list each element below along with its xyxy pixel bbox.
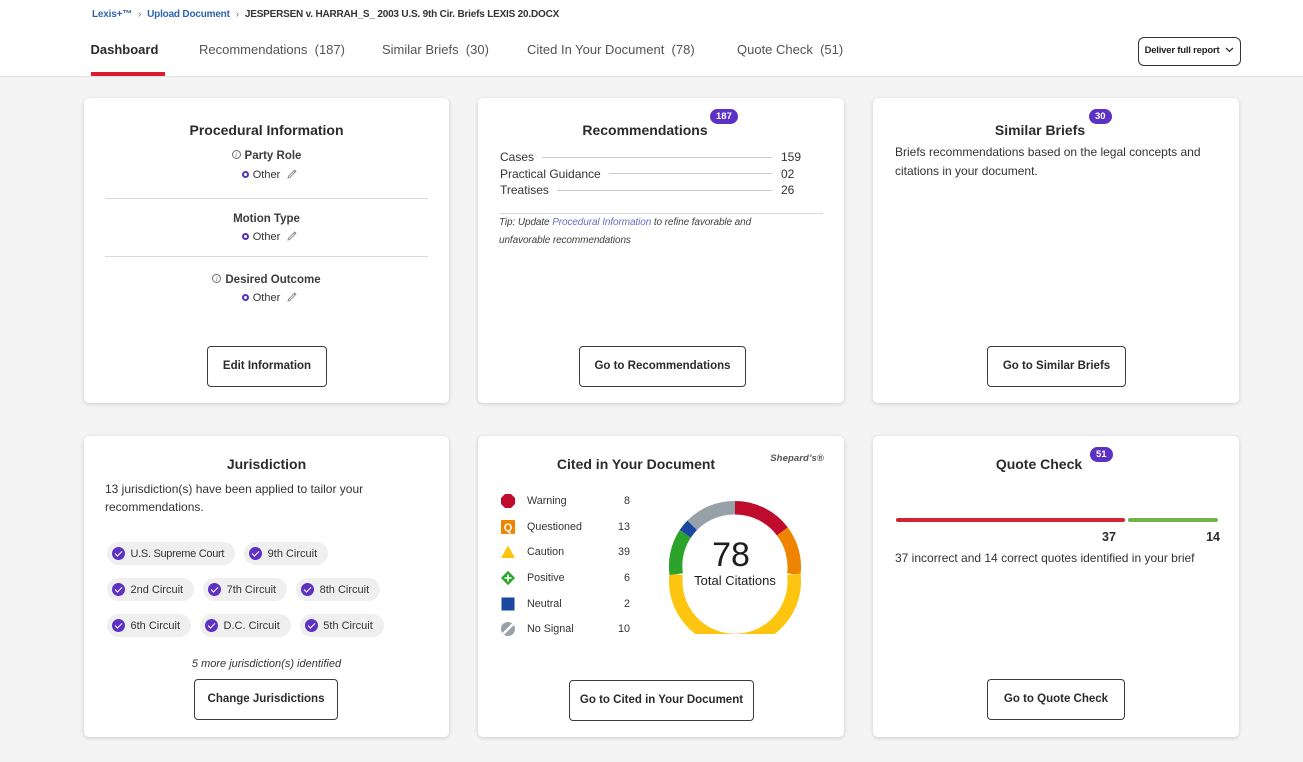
- svg-text:Q: Q: [504, 522, 513, 534]
